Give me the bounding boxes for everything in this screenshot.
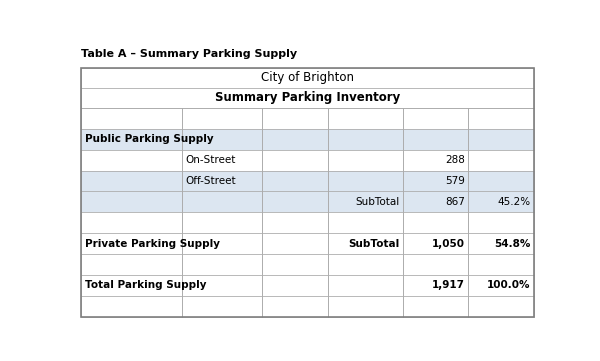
Bar [328, 275, 403, 296]
Bar [81, 254, 182, 275]
Bar [81, 129, 182, 150]
Bar [182, 129, 262, 150]
Text: 100.0%: 100.0% [487, 280, 530, 290]
Text: Off-Street: Off-Street [185, 176, 236, 186]
Text: Private Parking Supply: Private Parking Supply [85, 239, 220, 249]
Text: 867: 867 [445, 197, 465, 207]
Bar [469, 150, 534, 171]
Bar [81, 150, 182, 171]
Bar [403, 212, 469, 233]
Text: City of Brighton: City of Brighton [261, 71, 354, 84]
Bar [262, 275, 328, 296]
Bar [328, 254, 403, 275]
Bar [81, 108, 182, 129]
Text: 288: 288 [445, 155, 465, 165]
Bar [182, 296, 262, 317]
Bar [403, 150, 469, 171]
Bar [403, 296, 469, 317]
Text: SubTotal: SubTotal [355, 197, 400, 207]
Bar [262, 191, 328, 212]
Text: On-Street: On-Street [185, 155, 236, 165]
Text: Public Parking Supply: Public Parking Supply [85, 134, 214, 144]
Bar [403, 108, 469, 129]
Bar [182, 108, 262, 129]
Bar [469, 108, 534, 129]
Text: 1,050: 1,050 [432, 239, 465, 249]
Bar [403, 171, 469, 191]
Bar [81, 171, 182, 191]
Bar [403, 129, 469, 150]
Bar [182, 212, 262, 233]
Bar [328, 191, 403, 212]
Bar [403, 233, 469, 254]
Bar [328, 150, 403, 171]
Bar [182, 254, 262, 275]
Bar [262, 150, 328, 171]
Bar [403, 254, 469, 275]
Bar [328, 108, 403, 129]
Text: Summary Parking Inventory: Summary Parking Inventory [215, 91, 400, 104]
Bar [81, 212, 182, 233]
Bar [262, 212, 328, 233]
Bar [262, 233, 328, 254]
Bar [81, 296, 182, 317]
Bar [81, 88, 534, 108]
Text: 45.2%: 45.2% [497, 197, 530, 207]
Text: SubTotal: SubTotal [348, 239, 400, 249]
Bar [182, 275, 262, 296]
Bar [328, 212, 403, 233]
Bar [469, 129, 534, 150]
Bar [469, 296, 534, 317]
Bar [262, 254, 328, 275]
Bar [262, 171, 328, 191]
Bar [469, 275, 534, 296]
Bar [182, 150, 262, 171]
Bar [81, 191, 182, 212]
Bar [469, 254, 534, 275]
Bar [81, 68, 534, 88]
Text: Total Parking Supply: Total Parking Supply [85, 280, 206, 290]
Bar [469, 171, 534, 191]
Bar [328, 129, 403, 150]
Text: 1,917: 1,917 [432, 280, 465, 290]
Bar [182, 191, 262, 212]
Bar [403, 275, 469, 296]
Bar [182, 171, 262, 191]
Bar [403, 191, 469, 212]
Bar [182, 233, 262, 254]
Bar [81, 275, 182, 296]
Bar [328, 296, 403, 317]
Bar [81, 233, 182, 254]
Bar [262, 296, 328, 317]
Text: 54.8%: 54.8% [494, 239, 530, 249]
Bar [328, 171, 403, 191]
Text: Table A – Summary Parking Supply: Table A – Summary Parking Supply [81, 49, 298, 59]
Bar [469, 233, 534, 254]
Bar [469, 212, 534, 233]
Bar [469, 191, 534, 212]
Bar [262, 129, 328, 150]
Bar [328, 233, 403, 254]
Text: 579: 579 [445, 176, 465, 186]
Bar [262, 108, 328, 129]
